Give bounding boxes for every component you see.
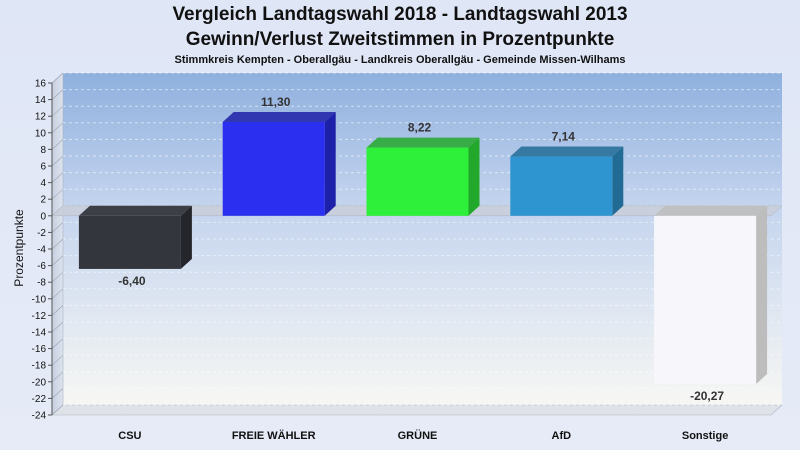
y-tick-label: -12 (32, 311, 47, 322)
x-tick-label: FREIE WÄHLER (232, 429, 316, 442)
gridline-depth (51, 388, 64, 399)
bar-side (756, 205, 768, 385)
data-label: -20,27 (690, 389, 724, 403)
bar-front (366, 147, 469, 216)
bar-side (612, 146, 624, 216)
bar-afd (510, 146, 624, 216)
bar-side (468, 137, 480, 216)
y-tick-label: -8 (37, 278, 46, 289)
y-tick-label: -22 (32, 394, 47, 405)
x-tick-label: CSU (118, 430, 141, 442)
y-tick-label: 16 (35, 79, 47, 90)
gridline-depth (51, 255, 64, 266)
chart-title-line2: Gewinn/Verlust Zweitstimmen in Prozentpu… (185, 29, 615, 50)
gridline-depth (51, 321, 64, 333)
plot-floor (51, 404, 783, 416)
bar-top (78, 205, 192, 216)
y-tick-label: -4 (37, 245, 46, 256)
y-tick-label: 2 (40, 195, 46, 206)
bar-front (654, 215, 757, 385)
gridline-depth (51, 72, 64, 84)
gridline-depth (51, 271, 64, 283)
chart-title: Vergleich Landtagswahl 2018 - Landtagswa… (172, 4, 628, 25)
y-tick-label: 8 (40, 145, 46, 156)
chart-subtitle: Stimmkreis Kempten - Oberallgäu - Landkr… (174, 54, 626, 66)
x-tick-label: GRÜNE (398, 429, 438, 442)
bar-front (510, 156, 613, 216)
x-tick-label: AfD (552, 430, 572, 442)
gridline-depth (51, 404, 64, 416)
y-tick-label: 6 (40, 162, 46, 173)
y-tick-label: 4 (40, 178, 46, 189)
y-tick-label: -20 (32, 377, 47, 388)
data-label: 7,14 (552, 130, 576, 144)
gridline-depth (51, 222, 64, 233)
y-tick-label: 0 (40, 211, 46, 222)
bar-top (366, 137, 480, 148)
gridline-depth (51, 305, 64, 316)
gridline-depth (51, 338, 64, 349)
bar-front (222, 122, 325, 216)
data-label: 11,30 (261, 95, 291, 109)
y-tick-label: -10 (32, 294, 47, 305)
y-tick-label: -24 (32, 411, 47, 422)
y-tick-label: 10 (35, 128, 47, 139)
gridline-depth (51, 371, 64, 383)
bar-top (222, 112, 336, 123)
y-tick-label: -16 (32, 344, 47, 355)
y-tick-label: -14 (32, 328, 47, 339)
bar-sonstige (654, 205, 768, 385)
gridline-depth (51, 155, 64, 167)
gridline-depth (51, 172, 64, 183)
y-axis-label: Prozentpunkte (12, 209, 26, 287)
y-tick-label: -18 (32, 361, 47, 372)
bar-top (654, 205, 768, 216)
gridline-depth (51, 122, 64, 134)
gridline-depth (51, 238, 64, 250)
bar-csu (78, 205, 192, 269)
bar-grüne (366, 137, 480, 216)
bar-top (510, 146, 624, 157)
y-tick-label: 12 (35, 112, 47, 123)
gridline-depth (51, 139, 64, 150)
y-tick-label: -6 (37, 261, 46, 272)
bar-side (324, 112, 336, 216)
bar-freie-wähler (222, 112, 336, 216)
gridline-depth (51, 288, 64, 300)
bar-front (78, 215, 181, 269)
x-tick-label: Sonstige (682, 430, 728, 442)
y-tick-label: -2 (37, 228, 46, 239)
gridline-depth (51, 105, 64, 117)
gridline-depth (51, 89, 64, 100)
y-tick-label: 14 (35, 95, 47, 106)
gridline-depth (51, 354, 64, 366)
data-label: -6,40 (118, 274, 146, 288)
bar-side (180, 205, 192, 269)
gridline-depth (51, 188, 64, 200)
data-label: 8,22 (408, 121, 432, 135)
